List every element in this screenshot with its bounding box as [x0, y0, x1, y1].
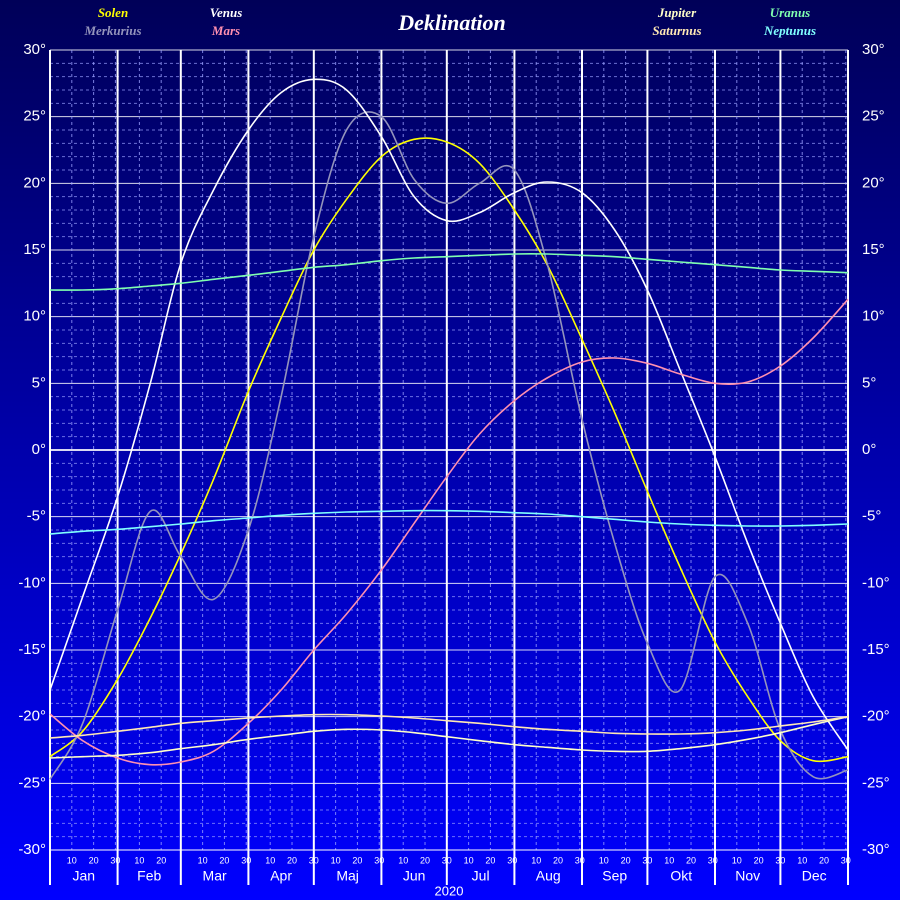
- y2-tick-label: -20°: [862, 708, 890, 725]
- x-tick-label: Maj: [336, 868, 359, 884]
- x-minor-tick-label: 10: [331, 855, 341, 865]
- legend-label: Uranus: [770, 5, 810, 20]
- series-line: [49, 509, 849, 535]
- legend-label: Venus: [210, 5, 243, 20]
- x-minor-tick-label: 30: [708, 855, 718, 865]
- x-minor-tick-label: 30: [841, 855, 851, 865]
- x-minor-tick-label: 20: [621, 855, 631, 865]
- chart-title: Deklination: [397, 10, 506, 35]
- series-line: [49, 253, 849, 291]
- legend-label: Solen: [98, 5, 128, 20]
- x-minor-tick-label: 10: [599, 855, 609, 865]
- x-tick-label: Apr: [270, 868, 292, 884]
- x-minor-tick-label: 20: [156, 855, 166, 865]
- x-minor-tick-label: 30: [507, 855, 517, 865]
- y-tick-label: 5°: [32, 374, 46, 391]
- x-tick-label: Jan: [73, 868, 96, 884]
- legend-label: Jupiter: [657, 5, 697, 20]
- x-tick-label: Dec: [802, 868, 827, 884]
- legend-label: Saturnus: [652, 23, 701, 38]
- series-line: [49, 111, 849, 780]
- y-tick-label: 30°: [23, 41, 46, 58]
- series-line: [49, 137, 849, 763]
- x-tick-label: Mar: [203, 868, 227, 884]
- y-tick-label: -5°: [27, 508, 46, 525]
- series-line: [49, 713, 849, 739]
- x-tick-label: Okt: [670, 868, 692, 884]
- legend-label: Merkurius: [83, 23, 141, 38]
- series-line: [49, 298, 849, 766]
- y2-tick-label: 30°: [862, 41, 885, 58]
- x-minor-tick-label: 10: [265, 855, 275, 865]
- x-minor-tick-label: 20: [219, 855, 229, 865]
- x-minor-tick-label: 10: [464, 855, 474, 865]
- y2-tick-label: 15°: [862, 241, 885, 258]
- y2-tick-label: -5°: [862, 508, 881, 525]
- x-minor-tick-label: 20: [89, 855, 99, 865]
- legend-label: Neptunus: [763, 23, 816, 38]
- y-tick-label: -20°: [18, 708, 46, 725]
- series-line: [49, 715, 849, 759]
- x-minor-tick-label: 10: [797, 855, 807, 865]
- y2-tick-label: -10°: [862, 574, 890, 591]
- x-tick-label: Jun: [403, 868, 426, 884]
- x-tick-label: Feb: [137, 868, 161, 884]
- series-line: [49, 78, 849, 751]
- x-tick-label: Jul: [472, 868, 490, 884]
- x-tick-label: Sep: [602, 868, 627, 884]
- x-minor-tick-label: 10: [198, 855, 208, 865]
- y-tick-label: 15°: [23, 241, 46, 258]
- x-minor-tick-label: 20: [485, 855, 495, 865]
- x-axis-label: 2020: [435, 883, 464, 898]
- y2-tick-label: -30°: [862, 841, 890, 858]
- x-minor-tick-label: 10: [664, 855, 674, 865]
- x-minor-tick-label: 20: [553, 855, 563, 865]
- x-tick-label: Aug: [536, 868, 561, 884]
- y-tick-label: -30°: [18, 841, 46, 858]
- y2-tick-label: 20°: [862, 174, 885, 191]
- y2-tick-label: 0°: [862, 441, 876, 458]
- x-minor-tick-label: 20: [686, 855, 696, 865]
- x-minor-tick-label: 20: [420, 855, 430, 865]
- x-minor-tick-label: 10: [67, 855, 77, 865]
- y-tick-label: -25°: [18, 774, 46, 791]
- y-tick-label: -10°: [18, 574, 46, 591]
- y2-tick-label: -25°: [862, 774, 890, 791]
- x-minor-tick-label: 10: [134, 855, 144, 865]
- y2-tick-label: -15°: [862, 641, 890, 658]
- x-minor-tick-label: 10: [732, 855, 742, 865]
- x-minor-tick-label: 30: [241, 855, 251, 865]
- y-tick-label: -15°: [18, 641, 46, 658]
- x-minor-tick-label: 10: [398, 855, 408, 865]
- x-minor-tick-label: 30: [374, 855, 384, 865]
- x-minor-tick-label: 10: [531, 855, 541, 865]
- y-tick-label: 25°: [23, 108, 46, 125]
- x-minor-tick-label: 30: [575, 855, 585, 865]
- y2-tick-label: 5°: [862, 374, 876, 391]
- x-minor-tick-label: 30: [110, 855, 120, 865]
- x-minor-tick-label: 20: [352, 855, 362, 865]
- x-minor-tick-label: 20: [819, 855, 829, 865]
- x-minor-tick-label: 20: [287, 855, 297, 865]
- y-tick-label: 20°: [23, 174, 46, 191]
- legend-label: Mars: [211, 23, 240, 38]
- x-minor-tick-label: 20: [754, 855, 764, 865]
- y2-tick-label: 10°: [862, 308, 885, 325]
- y2-tick-label: 25°: [862, 108, 885, 125]
- y-tick-label: 10°: [23, 308, 46, 325]
- y-tick-label: 0°: [32, 441, 46, 458]
- x-tick-label: Nov: [735, 868, 760, 884]
